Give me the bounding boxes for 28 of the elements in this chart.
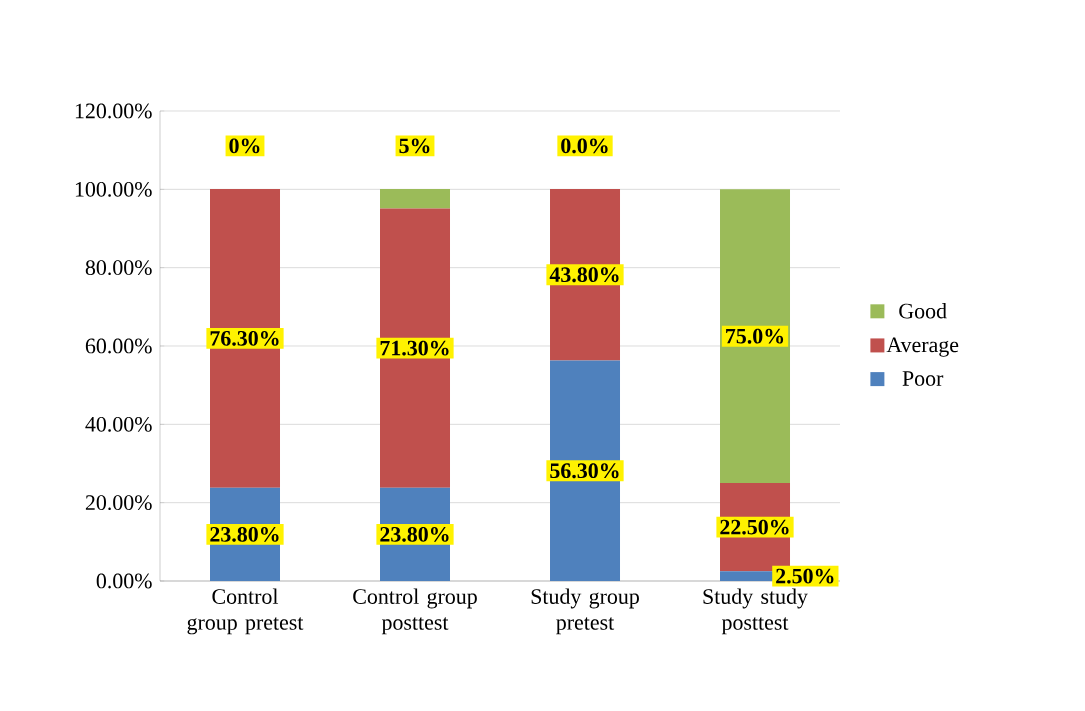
- x-tick-label: Study study posttest: [703, 588, 808, 635]
- data-label: 56.30%: [550, 463, 619, 479]
- legend-label: Poor: [902, 371, 944, 386]
- y-tick-label: 80.00%: [85, 260, 152, 276]
- data-label: 43.80%: [549, 267, 619, 283]
- y-tick-label: 0.00%: [96, 573, 152, 589]
- x-tick-label: Control group posttest: [353, 588, 477, 635]
- bar: [720, 189, 791, 484]
- data-label: 23.80%: [380, 526, 449, 542]
- y-tick-label: 20.00%: [85, 495, 152, 511]
- data-label: 2.50%: [776, 568, 834, 584]
- y-tick-label: 100.00%: [75, 181, 152, 197]
- x-tick-label: Study group pretest: [531, 588, 639, 635]
- data-label: 0.0%: [561, 138, 608, 154]
- data-label: 0%: [229, 138, 260, 154]
- legend-label: Good: [899, 303, 947, 319]
- data-label: 5%: [399, 138, 430, 154]
- data-label: 76.30%: [210, 330, 279, 346]
- data-label: 71.30%: [380, 340, 449, 356]
- data-label: 23.80%: [210, 526, 279, 542]
- y-tick-label: 120.00%: [75, 103, 152, 119]
- y-tick-label: 40.00%: [85, 416, 152, 432]
- data-label: 22.50%: [720, 519, 789, 535]
- bar: [380, 188, 450, 209]
- data-label: 75.0%: [726, 328, 784, 344]
- y-tick-label: 60.00%: [85, 338, 152, 354]
- x-tick-label: Control group pretest: [187, 588, 304, 635]
- legend-label: Average: [886, 337, 959, 357]
